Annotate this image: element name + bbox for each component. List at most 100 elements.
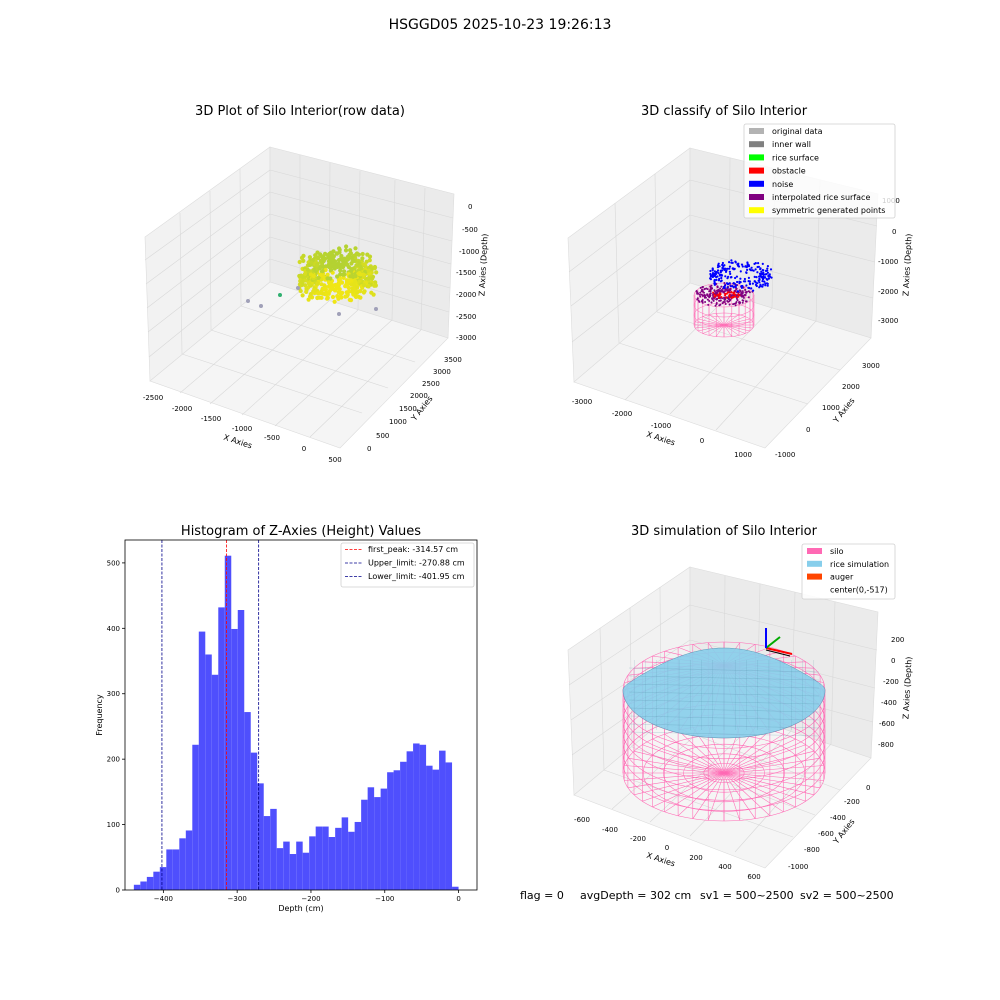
legend-label: rice surface bbox=[772, 153, 819, 162]
raw-point bbox=[371, 292, 376, 297]
noise-point bbox=[754, 268, 757, 271]
noise-point bbox=[728, 270, 732, 273]
histogram-bar bbox=[166, 849, 173, 890]
avg-depth-text: avgDepth = 302 cm bbox=[580, 889, 692, 902]
noise-point bbox=[739, 277, 742, 280]
raw-z-label: Z Axies (Depth) bbox=[477, 233, 489, 296]
raw-point bbox=[307, 255, 312, 260]
raw-point bbox=[309, 260, 314, 265]
obstacle-point bbox=[731, 296, 734, 299]
silo-spoke bbox=[708, 324, 725, 336]
raw-point bbox=[360, 251, 365, 257]
simulation-z-tick: -400 bbox=[881, 699, 897, 707]
noise-point bbox=[739, 270, 742, 273]
raw-point bbox=[353, 274, 358, 279]
noise-point bbox=[734, 285, 737, 288]
silo-spoke bbox=[694, 321, 725, 326]
raw-point bbox=[326, 255, 331, 260]
noise-point bbox=[732, 268, 736, 271]
noise-point bbox=[730, 261, 733, 264]
obstacle-point bbox=[720, 296, 723, 299]
raw-x-tick: 0 bbox=[302, 445, 306, 453]
noise-point bbox=[755, 276, 758, 279]
interpolated-surface-point bbox=[741, 299, 744, 302]
raw-y-tick: 1500 bbox=[399, 405, 417, 413]
noise-point bbox=[713, 274, 716, 278]
interpolated-surface-point bbox=[706, 298, 709, 301]
raw-point bbox=[353, 246, 358, 251]
interpolated-surface-point bbox=[726, 289, 729, 292]
noise-point bbox=[754, 283, 758, 286]
noise-point bbox=[736, 290, 740, 293]
noise-point bbox=[748, 283, 752, 286]
noise-point bbox=[747, 276, 751, 279]
interpolated-surface-point bbox=[723, 282, 726, 284]
x-tick-label: −300 bbox=[228, 895, 247, 903]
noise-point bbox=[766, 278, 769, 281]
noise-point bbox=[761, 262, 764, 265]
silo-floor-spoke bbox=[723, 772, 806, 802]
histogram-bar bbox=[133, 884, 141, 890]
raw-point bbox=[330, 252, 335, 257]
simulation-x-tick: -400 bbox=[602, 826, 618, 834]
raw-point bbox=[343, 248, 349, 253]
raw-z-tick: -1500 bbox=[456, 269, 476, 277]
interpolated-surface-point bbox=[711, 287, 714, 290]
interpolated-surface-point bbox=[733, 290, 736, 292]
silo-floor-spoke bbox=[723, 765, 824, 774]
raw-point bbox=[334, 251, 339, 256]
noise-point bbox=[715, 276, 718, 279]
raw-point bbox=[328, 281, 333, 286]
raw-point bbox=[313, 253, 318, 258]
interpolated-surface-point bbox=[741, 290, 744, 293]
noise-point bbox=[716, 266, 720, 269]
raw-point bbox=[348, 248, 353, 253]
raw-point bbox=[366, 268, 371, 273]
histogram-bar bbox=[348, 831, 355, 890]
noise-point bbox=[728, 265, 732, 268]
histogram-bar bbox=[361, 799, 368, 890]
interpolated-surface-point bbox=[695, 290, 698, 292]
raw-point bbox=[336, 290, 341, 295]
silo-spoke bbox=[694, 324, 725, 329]
interpolated-surface-point bbox=[711, 297, 713, 300]
raw-point bbox=[297, 282, 302, 287]
noise-point bbox=[715, 278, 718, 281]
raw-outlier-point bbox=[246, 299, 250, 303]
noise-point bbox=[711, 267, 714, 270]
noise-point bbox=[709, 277, 712, 280]
raw-point bbox=[350, 255, 355, 260]
legend-swatch bbox=[807, 573, 822, 580]
interpolated-surface-point bbox=[741, 294, 744, 297]
noise-point bbox=[725, 269, 728, 272]
interpolated-surface-point bbox=[747, 290, 750, 293]
auger-axes-glyph bbox=[765, 628, 793, 657]
obstacle-point bbox=[728, 296, 731, 299]
y-tick-label: 0 bbox=[116, 887, 120, 895]
legend-swatch bbox=[749, 194, 764, 200]
raw-point bbox=[332, 299, 337, 304]
obstacle-point bbox=[716, 293, 719, 296]
histogram-bar bbox=[153, 871, 160, 890]
simulation-x-tick: -200 bbox=[630, 835, 646, 843]
legend-swatch bbox=[749, 141, 764, 148]
noise-point bbox=[750, 266, 753, 269]
raw-point bbox=[336, 283, 341, 288]
histogram-bar bbox=[140, 881, 147, 890]
obstacle-point bbox=[714, 294, 717, 297]
obstacle-point bbox=[727, 291, 730, 294]
histogram-bar bbox=[406, 751, 414, 890]
legend-label: first_peak: -314.57 cm bbox=[368, 545, 458, 554]
histogram-bars bbox=[133, 555, 459, 890]
raw-point bbox=[328, 285, 333, 290]
interpolated-surface-point bbox=[710, 301, 713, 304]
raw-point bbox=[300, 279, 305, 284]
noise-point bbox=[762, 283, 765, 286]
simulation-y-tick: -400 bbox=[830, 814, 846, 822]
obstacle-point bbox=[724, 293, 727, 295]
raw-x-tick: -1000 bbox=[232, 425, 252, 433]
histogram-bar bbox=[211, 674, 219, 890]
interpolated-surface-point bbox=[703, 291, 705, 294]
noise-point bbox=[760, 285, 763, 288]
noise-point bbox=[765, 273, 768, 276]
